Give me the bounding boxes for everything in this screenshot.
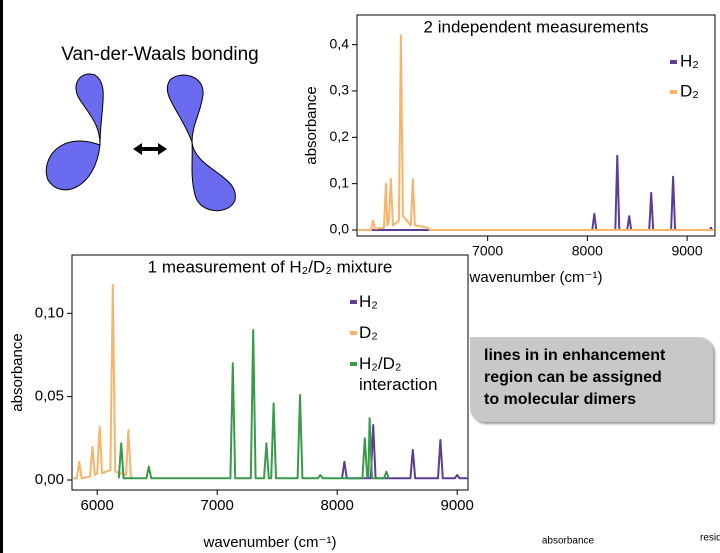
y-axis-label: absorbance bbox=[9, 333, 26, 411]
x-tick-label: 7000 bbox=[201, 497, 234, 514]
y-tick-label: 0,4 bbox=[330, 35, 350, 51]
y-tick-label: 0,05 bbox=[35, 388, 64, 405]
y-tick-label: 0,1 bbox=[330, 174, 350, 190]
y-tick-label: 0,3 bbox=[330, 82, 350, 98]
legend-label: H₂ bbox=[359, 292, 378, 311]
fragment-text: absorbance bbox=[542, 536, 595, 547]
y-axis-label: absorbance bbox=[303, 86, 320, 164]
y-tick-label: 0,2 bbox=[330, 128, 350, 144]
x-axis-label: wavenumber (cm⁻¹) bbox=[203, 534, 337, 551]
callout-line: region can be assigned bbox=[484, 369, 662, 386]
orbital-lobe bbox=[45, 73, 104, 191]
spectrum-line bbox=[73, 284, 134, 480]
y-tick-label: 0,10 bbox=[35, 304, 64, 321]
legend-label: H₂/D₂ interaction bbox=[359, 354, 438, 394]
legend-entry: H₂ bbox=[359, 292, 378, 311]
plot-area bbox=[71, 254, 469, 491]
fragment-text: residua bbox=[700, 533, 720, 544]
y-tick-label: 0,00 bbox=[35, 471, 64, 488]
slide-border bbox=[0, 0, 3, 553]
chart-title: 1 measurement of H₂/D₂ mixture bbox=[148, 257, 393, 276]
legend-label: H₂ bbox=[680, 51, 699, 70]
spectrum-line bbox=[117, 329, 390, 480]
callout-line: lines in in enhancement bbox=[484, 347, 666, 364]
chart-title: 2 independent measurements bbox=[424, 17, 649, 36]
x-tick-label: 8000 bbox=[572, 243, 603, 259]
y-tick-label: 0,0 bbox=[330, 221, 350, 237]
double-arrow bbox=[133, 143, 167, 155]
legend-label: D₂ bbox=[680, 81, 699, 100]
x-tick-label: 6000 bbox=[81, 497, 114, 514]
spectrum-line bbox=[358, 34, 714, 231]
legend-label: D₂ bbox=[359, 323, 378, 342]
x-tick-label: 8000 bbox=[321, 497, 354, 514]
x-tick-label: 9000 bbox=[671, 243, 702, 259]
orbital-lobe bbox=[166, 74, 236, 212]
x-axis-label: wavenumber (cm⁻¹) bbox=[469, 269, 603, 286]
callout-line: to molecular dimers bbox=[484, 391, 637, 408]
x-tick-label: 7000 bbox=[472, 243, 503, 259]
callout: lines in in enhancement region can be as… bbox=[470, 337, 713, 422]
plot-area bbox=[356, 14, 716, 237]
heading: Van-der-Waals bonding bbox=[61, 44, 259, 65]
legend-entry: D₂ bbox=[359, 323, 378, 342]
legend-entry: H₂/D₂ interaction bbox=[359, 354, 438, 394]
x-tick-label: 9000 bbox=[441, 497, 474, 514]
